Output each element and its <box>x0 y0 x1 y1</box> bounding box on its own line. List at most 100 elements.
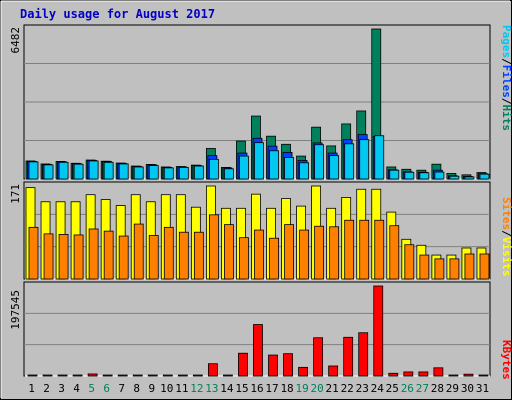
bar-pages-day-21 <box>329 155 340 180</box>
day-label-9: 9 <box>148 382 155 395</box>
bar-sites-day-22 <box>344 219 355 280</box>
bar-pages-day-14 <box>224 168 234 180</box>
bar-kbytes-day-12 <box>192 374 203 377</box>
bar-sites-day-28 <box>434 258 445 280</box>
legend-top: Pages/Files/Hits <box>500 25 512 131</box>
day-label-5: 5 <box>88 382 95 395</box>
day-label-12: 12 <box>190 382 203 395</box>
ymax-label-3: 197545 <box>9 290 22 330</box>
bar-sites-day-21 <box>329 226 340 280</box>
bar-sites-day-10 <box>163 226 174 280</box>
day-label-25: 25 <box>386 382 399 395</box>
day-label-16: 16 <box>250 382 263 395</box>
bar-pages-day-5 <box>88 160 99 180</box>
day-label-4: 4 <box>73 382 80 395</box>
day-label-1: 1 <box>28 382 35 395</box>
bar-sites-day-8 <box>133 223 144 280</box>
bar-sites-day-27 <box>419 254 430 280</box>
bar-sites-day-9 <box>148 235 159 280</box>
bar-pages-day-4 <box>73 163 84 180</box>
day-label-15: 15 <box>235 382 248 395</box>
legend-sites: Sites <box>500 197 512 230</box>
ymax-label-1: 6482 <box>9 27 22 54</box>
ymax-label-2: 171 <box>9 184 22 204</box>
bar-kbytes-day-25 <box>388 372 399 377</box>
bar-sites-day-4 <box>73 234 84 280</box>
bar-pages-day-3 <box>58 161 69 180</box>
bar-sites-day-12 <box>193 231 204 280</box>
bar-pages-day-20 <box>314 144 325 180</box>
bar-kbytes-day-3 <box>57 374 68 377</box>
bar-pages-day-22 <box>344 143 355 180</box>
bar-pages-day-6 <box>103 161 114 180</box>
bar-sites-day-3 <box>58 234 69 280</box>
bar-sites-day-18 <box>284 224 294 280</box>
day-label-31: 31 <box>476 382 489 395</box>
bar-kbytes-day-22 <box>343 336 354 377</box>
bar-pages-day-24 <box>374 135 385 180</box>
bar-pages-day-25 <box>389 169 400 180</box>
day-label-13: 13 <box>205 382 218 395</box>
bar-kbytes-day-19 <box>298 366 308 377</box>
bar-sites-day-19 <box>299 229 309 280</box>
legend-hits: Hits <box>500 105 512 132</box>
bar-pages-day-1 <box>28 161 39 180</box>
bar-kbytes-day-18 <box>283 353 293 377</box>
day-label-28: 28 <box>431 382 444 395</box>
bar-pages-day-7 <box>118 163 129 180</box>
bar-pages-day-8 <box>133 166 144 180</box>
bar-kbytes-day-14 <box>223 374 233 377</box>
bar-kbytes-day-15 <box>238 352 248 377</box>
bar-sites-day-26 <box>404 244 415 280</box>
bar-pages-day-26 <box>404 171 415 180</box>
bar-kbytes-day-2 <box>42 374 53 377</box>
bar-sites-day-11 <box>178 231 189 280</box>
bar-kbytes-day-28 <box>433 367 444 377</box>
bar-pages-day-12 <box>193 165 204 180</box>
bar-kbytes-day-11 <box>177 374 188 377</box>
bar-kbytes-day-17 <box>268 354 278 377</box>
bar-sites-day-2 <box>43 233 54 280</box>
bar-kbytes-day-5 <box>87 373 98 377</box>
day-label-21: 21 <box>326 382 339 395</box>
bar-sites-day-6 <box>103 230 114 280</box>
bar-kbytes-day-1 <box>27 374 38 377</box>
day-label-6: 6 <box>103 382 110 395</box>
bar-sites-day-24 <box>374 219 385 280</box>
bar-pages-day-28 <box>434 171 445 180</box>
legend-kbytes: KBytes <box>500 340 512 380</box>
day-label-20: 20 <box>311 382 324 395</box>
bar-pages-day-23 <box>359 139 370 180</box>
legend-visits: Visits <box>500 237 512 277</box>
bar-pages-day-30 <box>464 176 475 180</box>
day-label-23: 23 <box>356 382 369 395</box>
bar-sites-day-14 <box>224 224 234 280</box>
bar-pages-day-10 <box>163 167 174 180</box>
bar-kbytes-day-4 <box>72 374 83 377</box>
bar-kbytes-day-13 <box>207 363 218 377</box>
legend-mid: Sites/Visits <box>500 197 512 277</box>
bar-kbytes-day-6 <box>102 374 113 377</box>
bar-pages-day-16 <box>254 142 264 180</box>
bar-sites-day-7 <box>118 235 129 280</box>
bar-sites-day-5 <box>88 228 99 280</box>
bar-kbytes-day-23 <box>358 332 369 377</box>
bar-sites-day-20 <box>314 225 325 280</box>
bar-pages-day-31 <box>479 173 490 180</box>
bar-pages-day-17 <box>269 150 279 180</box>
bar-sites-day-13 <box>208 214 219 280</box>
legend-bottom: KBytes <box>500 340 512 380</box>
bar-pages-day-19 <box>299 162 309 180</box>
day-label-10: 10 <box>160 382 173 395</box>
day-label-27: 27 <box>416 382 429 395</box>
day-label-29: 29 <box>446 382 459 395</box>
bar-sites-day-25 <box>389 225 400 280</box>
bar-kbytes-day-29 <box>448 374 459 377</box>
bar-pages-day-9 <box>148 165 159 180</box>
bar-kbytes-day-20 <box>313 337 324 377</box>
bar-sites-day-1 <box>28 226 39 280</box>
legend-pages: Pages <box>500 25 512 58</box>
day-label-26: 26 <box>401 382 414 395</box>
bar-kbytes-day-30 <box>463 373 474 377</box>
